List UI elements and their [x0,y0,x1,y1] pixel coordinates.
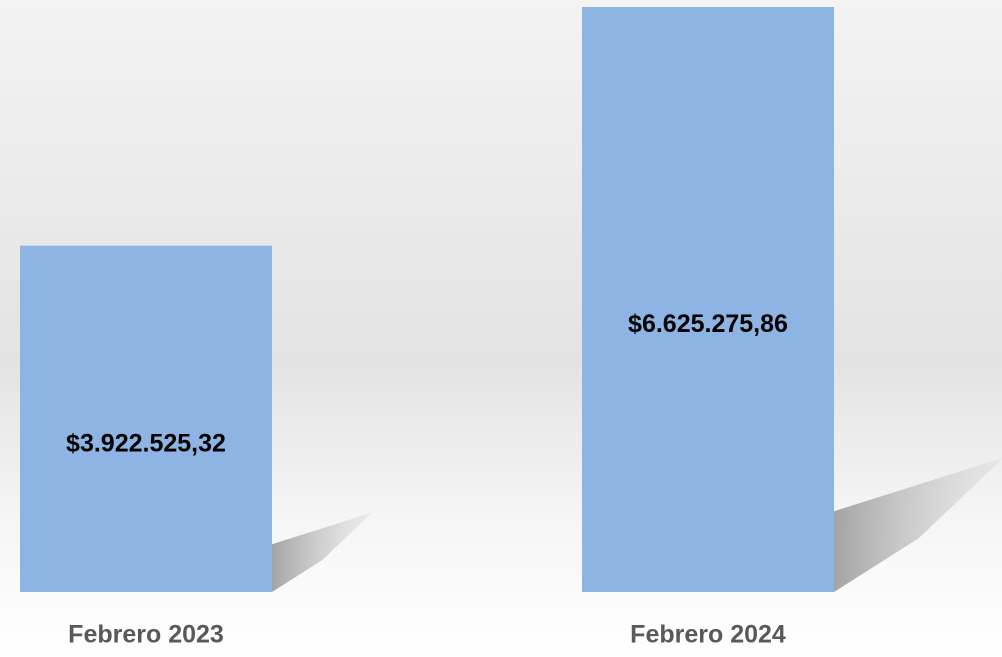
bar-shadow [272,512,373,592]
x-tick-label: Febrero 2024 [630,621,786,649]
value-label: $6.625.275,86 [628,310,788,338]
bar [20,245,272,592]
bar-shadow [834,457,1002,592]
x-tick-label: Febrero 2023 [68,621,224,649]
bar [582,7,834,592]
value-label: $3.922.525,32 [66,429,226,457]
